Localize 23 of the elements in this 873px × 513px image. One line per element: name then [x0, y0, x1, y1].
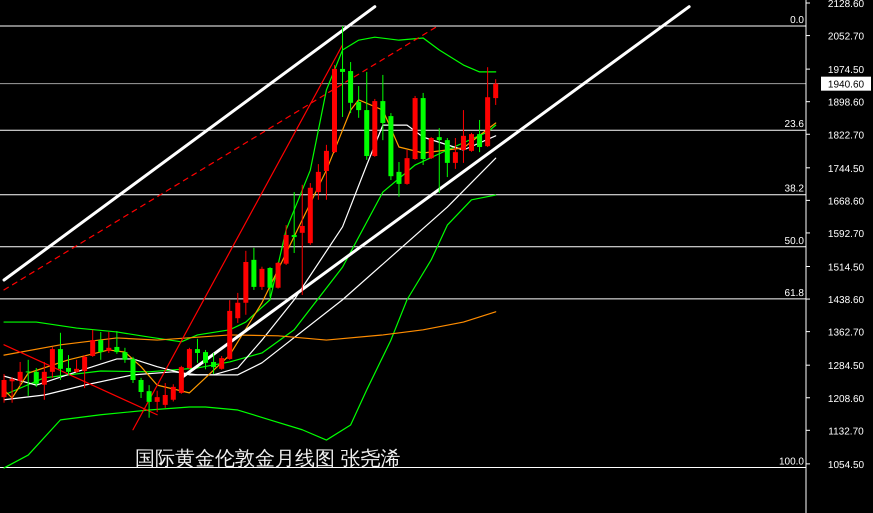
ref-line-label: 100.0	[778, 456, 804, 468]
annotation: 国际黄金伦敦金月线图 张尧浠	[135, 448, 401, 470]
y-tick-label: 1132.70	[828, 426, 864, 438]
y-tick-label: 1438.60	[828, 295, 865, 306]
y-tick-label: 1822.70	[828, 130, 865, 142]
y-tick-label: 2052.70	[828, 32, 865, 43]
y-tick-label: 1054.50	[828, 460, 865, 471]
y-tick-label: 1284.50	[828, 361, 865, 372]
y-tick-label: 1974.50	[828, 65, 865, 76]
y-tick-label: 1362.70	[828, 328, 865, 339]
ref-line-label: 1940.60	[828, 80, 865, 91]
y-tick-label: 1668.60	[828, 196, 865, 208]
ref-line-label: 38.2	[784, 184, 804, 195]
ref-line-label: 50.0	[784, 236, 804, 247]
ref-line-label: 23.6	[784, 119, 804, 130]
y-tick-label: 1208.60	[828, 394, 865, 405]
ref-line-label: 0.0	[790, 15, 804, 26]
y-tick-label: 1744.50	[828, 164, 865, 175]
y-tick-label: 1898.60	[828, 98, 865, 109]
y-tick-label: 1514.50	[828, 262, 865, 274]
y-tick-label: 1592.70	[828, 228, 865, 240]
y-tick-label: 2128.60	[828, 0, 865, 10]
ref-line-label: 61.8	[784, 288, 804, 299]
